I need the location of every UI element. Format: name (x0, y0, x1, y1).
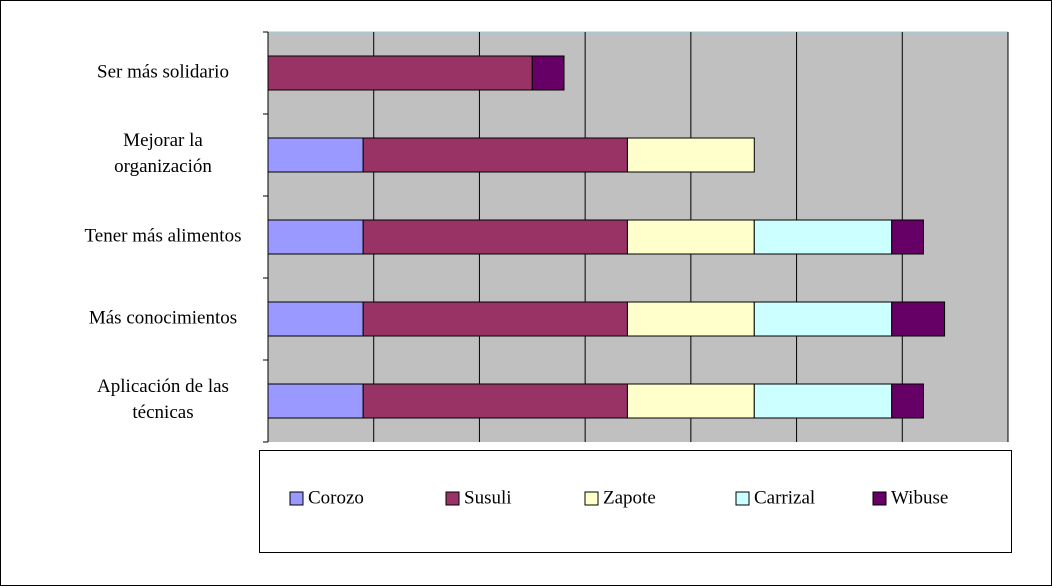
bar-segment (267, 55, 533, 91)
legend-swatch (445, 491, 460, 506)
bar-segment (531, 55, 565, 91)
bar-segment (267, 137, 364, 173)
bar-segment (267, 383, 364, 419)
bar-segment (362, 383, 628, 419)
legend-swatch (289, 491, 304, 506)
bar-segment (626, 301, 755, 337)
bar-segment (626, 219, 755, 255)
legend-label: Carrizal (754, 487, 815, 508)
bar-segment (891, 301, 946, 337)
legend-label: Wibuse (891, 487, 948, 508)
bar-segment (267, 301, 364, 337)
y-tick-label: Tener más alimentos (85, 225, 242, 246)
y-tick-label: Más conocimientos (89, 307, 237, 328)
y-tick-label: Ser más solidario (97, 61, 229, 82)
bar-segment (891, 219, 924, 255)
legend-label: Susuli (464, 487, 512, 508)
bar-segment (753, 383, 893, 419)
y-tick-label: Aplicación de las técnicas (97, 376, 229, 423)
bar-segment (753, 219, 893, 255)
legend-swatch (872, 491, 887, 506)
bar-segment (362, 137, 628, 173)
bar-segment (362, 219, 628, 255)
legend-label: Zapote (603, 487, 656, 508)
legend-label: Corozo (308, 487, 364, 508)
bar-segment (626, 383, 755, 419)
bar-segment (362, 301, 628, 337)
bar-segment (267, 219, 364, 255)
bar-segment (626, 137, 755, 173)
legend-swatch (584, 491, 599, 506)
bar-segment (891, 383, 924, 419)
bar-segment (753, 301, 893, 337)
y-tick-label: Mejorar la organización (114, 130, 212, 177)
legend-swatch (735, 491, 750, 506)
